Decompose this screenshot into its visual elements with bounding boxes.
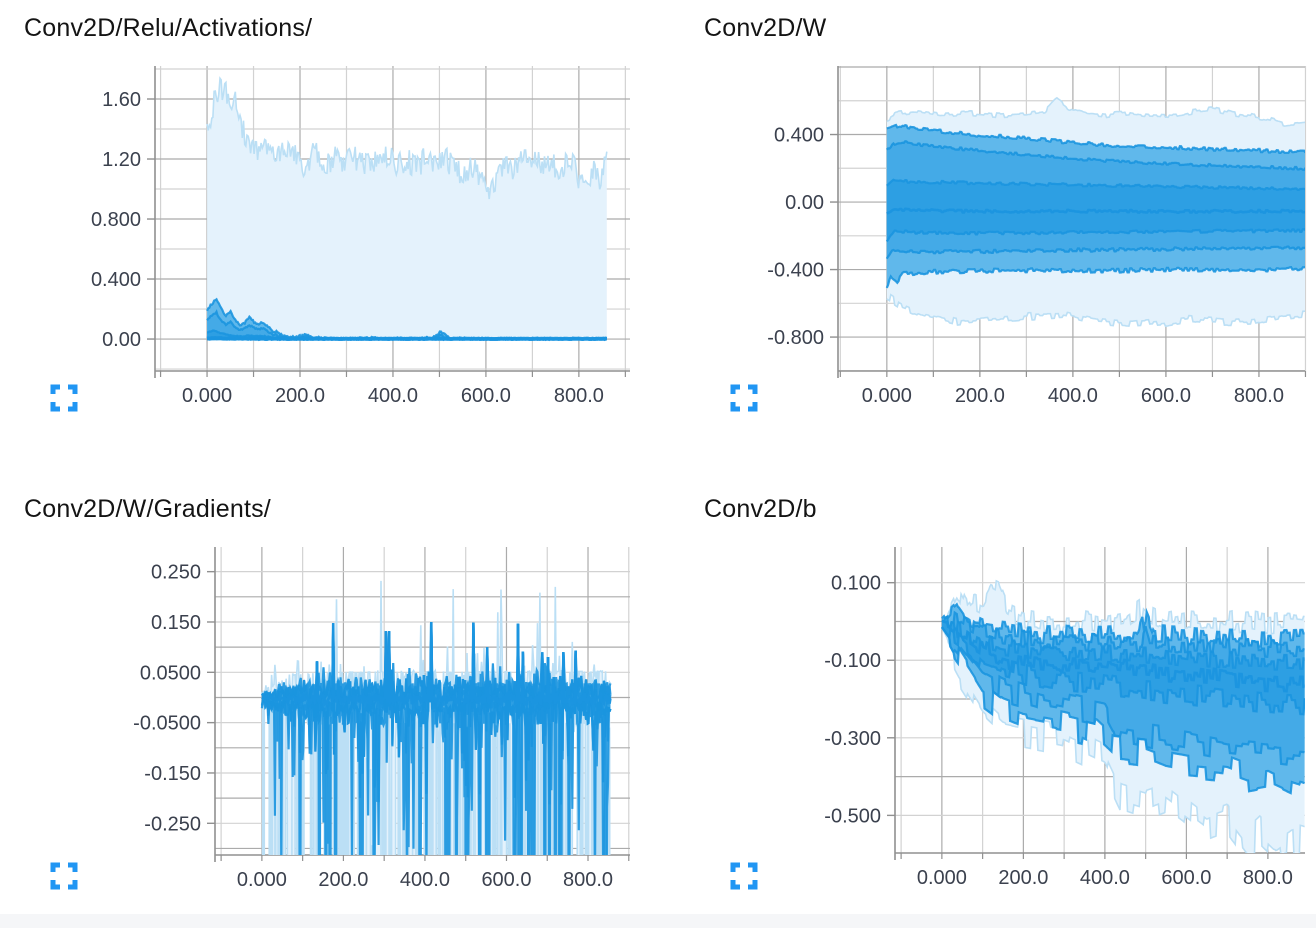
x-tick-label: 0.000 (917, 867, 967, 889)
line-min (886, 293, 1305, 328)
y-tick-label: -0.500 (824, 805, 881, 827)
y-tick-label: -0.800 (767, 327, 824, 349)
y-tick-label: 0.800 (91, 209, 141, 231)
line-max (206, 76, 608, 200)
line-p31 (940, 626, 1305, 716)
expand-chart-button[interactable] (50, 384, 78, 412)
chart-title-conv2d-relu-activations: Conv2D/Relu/Activations/ (24, 14, 313, 42)
percentile-bands (885, 96, 1305, 328)
x-tick-label: 800.0 (1234, 385, 1284, 407)
line-p16 (940, 626, 1305, 766)
y-tick-label: -0.150 (144, 763, 201, 785)
x-tick-label: 200.0 (955, 385, 1005, 407)
distribution-chart-0[interactable]: 1.60 1.20 0.800 0.400 0.00 0.000 200.0 400.0 600… (91, 66, 630, 407)
y-tick-label: 0.00 (102, 329, 141, 351)
line-p84 (886, 140, 1305, 171)
line-p7 (940, 626, 1305, 795)
y-tick-label: 0.400 (774, 125, 824, 147)
y-tick-label: -0.400 (767, 260, 824, 282)
line-median (261, 621, 612, 709)
distribution-chart-1[interactable]: 0.400 0.00 -0.400 -0.800 0.000 200.0 400.0 600.… (767, 66, 1307, 407)
x-tick-label: 0.000 (237, 869, 287, 891)
fullscreen-icon (730, 384, 758, 412)
expand-chart-button[interactable] (730, 862, 758, 890)
y-tick-label: 0.400 (91, 269, 141, 291)
y-tick-label: 0.150 (151, 612, 201, 634)
x-tick-label: 200.0 (998, 867, 1048, 889)
expand-chart-button[interactable] (730, 384, 758, 412)
x-tick-label: 600.0 (1141, 385, 1191, 407)
line-median (206, 335, 608, 342)
distribution-chart-2[interactable]: 0.250 0.150 0.0500 -0.0500 -0.150 -0.250 0.000… (133, 547, 630, 928)
y-tick-label: 0.00 (785, 192, 824, 214)
x-tick-label: 0.000 (862, 385, 912, 407)
line-min (941, 627, 1305, 853)
x-tick-label: 200.0 (318, 869, 368, 891)
y-tick-label: 0.250 (151, 562, 201, 584)
band-minmax (207, 78, 607, 340)
chart-title-conv2d-w: Conv2D/W (704, 14, 827, 42)
y-tick-label: -0.300 (824, 728, 881, 750)
y-tick-label: -0.0500 (133, 713, 201, 735)
line-p31 (885, 228, 1305, 243)
chart-title-conv2d-w-gradients: Conv2D/W/Gradients/ (24, 495, 271, 523)
line-p93 (886, 123, 1305, 154)
x-tick-label: 800.0 (1243, 867, 1293, 889)
y-tick-label: 1.20 (102, 149, 141, 171)
x-tick-label: 600.0 (481, 869, 531, 891)
next-row-edge (0, 914, 1316, 928)
x-tick-label: 0.000 (182, 385, 232, 407)
x-tick-label: 800.0 (554, 385, 604, 407)
fullscreen-icon (50, 384, 78, 412)
x-tick-label: 200.0 (275, 385, 325, 407)
fullscreen-icon (50, 862, 78, 890)
x-tick-label: 400.0 (1048, 385, 1098, 407)
y-tick-label: -0.100 (824, 650, 881, 672)
chart-title-conv2d-b: Conv2D/b (704, 495, 817, 523)
line-p69 (941, 619, 1305, 671)
y-tick-label: -0.250 (144, 813, 201, 835)
x-tick-label: 600.0 (461, 385, 511, 407)
x-tick-label: 800.0 (563, 869, 613, 891)
y-tick-label: 0.0500 (140, 662, 201, 684)
percentile-bands (940, 579, 1305, 853)
percentile-bands (260, 580, 612, 855)
line-p69 (886, 178, 1305, 192)
line-max (886, 96, 1305, 127)
distribution-chart-3[interactable]: 0.100 -0.100 -0.300 -0.500 0.000 200.0 400.0 60… (824, 547, 1305, 889)
x-tick-label: 400.0 (1080, 867, 1130, 889)
line-p7 (885, 265, 1305, 289)
y-tick-label: 1.60 (102, 89, 141, 111)
y-tick-label: 0.100 (831, 573, 881, 595)
line-median (886, 207, 1305, 215)
line-p93 (941, 602, 1305, 648)
x-tick-label: 400.0 (368, 385, 418, 407)
x-tick-label: 600.0 (1161, 867, 1211, 889)
expand-chart-button[interactable] (50, 862, 78, 890)
x-tick-label: 400.0 (400, 869, 450, 891)
percentile-bands (206, 76, 608, 342)
line-median (941, 619, 1305, 693)
line-p16 (885, 245, 1305, 260)
line-max (941, 579, 1305, 635)
fullscreen-icon (730, 862, 758, 890)
